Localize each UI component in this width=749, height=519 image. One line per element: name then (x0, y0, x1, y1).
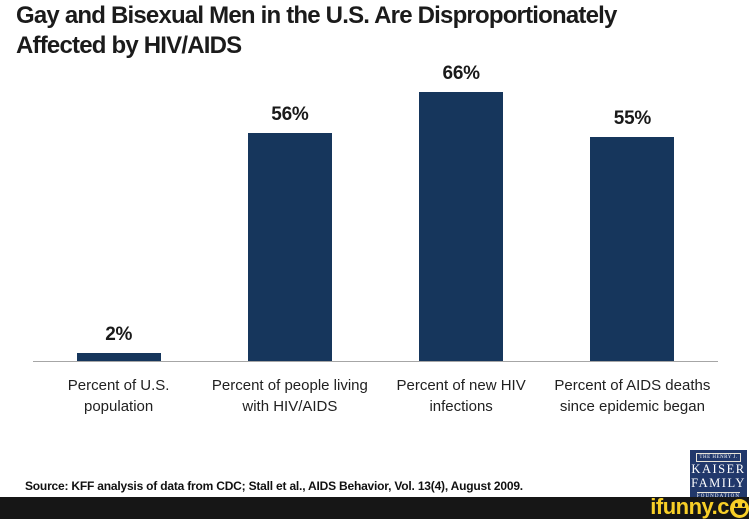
source-note: Source: KFF analysis of data from CDC; S… (25, 479, 523, 493)
ifunny-watermark-bar: ifunny.c (0, 494, 749, 519)
bar (590, 137, 675, 361)
smiley-mouth (733, 508, 746, 515)
kff-logo-foundation-text: FOUNDATION (696, 491, 741, 499)
bar-column: 55% (547, 60, 718, 361)
kff-logo-kaiser-text: KAISER (691, 462, 746, 476)
bar-column: 2% (33, 60, 204, 361)
chart-title-line-1: Gay and Bisexual Men in the U.S. Are Dis… (16, 2, 617, 29)
x-axis-line (33, 361, 718, 362)
bar (76, 353, 161, 361)
category-label: Percent of U.S. population (67, 377, 170, 416)
category-labels-row: Percent of U.S. population Percent of peo… (33, 375, 718, 418)
bar-value-label: 2% (105, 324, 133, 345)
bar (247, 133, 332, 361)
ifunny-watermark-text: ifunny.c (650, 494, 729, 519)
bar-column: 56% (204, 60, 375, 361)
chart-title: Gay and Bisexual Men in the U.S. Are Dis… (16, 1, 736, 61)
smiley-left-eye (734, 502, 738, 507)
chart-title-line-2: Affected by HIV/AIDS (16, 32, 242, 59)
bar-chart-plot-area: 2% 56% 66% 55% (33, 60, 718, 361)
kff-logo-family-text: FAMILY (691, 476, 746, 490)
kff-logo-henry-text: THE HENRY J. (696, 453, 741, 462)
bar-column: 66% (376, 60, 547, 361)
category-label: Percent of AIDS deaths since epidemic be… (554, 377, 711, 416)
category-label: Percent of new HIV infections (396, 377, 526, 416)
bar-value-label: 56% (271, 104, 309, 125)
ifunny-watermark: ifunny.c (650, 494, 749, 519)
bar-value-label: 55% (613, 108, 651, 129)
bar (419, 92, 504, 361)
category-label: Percent of people living with HIV/AIDS (211, 377, 368, 416)
ifunny-smiley-icon (730, 498, 749, 518)
bar-value-label: 66% (442, 63, 480, 84)
smiley-right-eye (741, 502, 745, 507)
kaiser-family-foundation-logo: THE HENRY J. KAISER FAMILY FOUNDATION (690, 450, 747, 499)
